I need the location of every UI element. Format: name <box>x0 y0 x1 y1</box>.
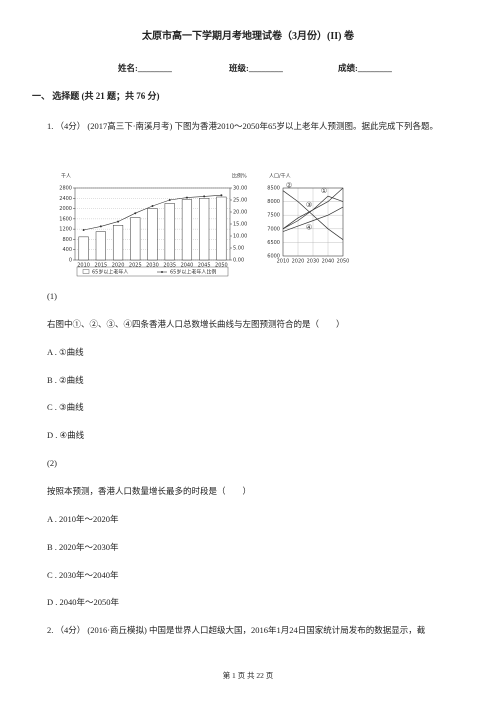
y-tick-label: 800 <box>62 237 72 243</box>
y-tick-label: 1200 <box>59 227 72 233</box>
question: 1. （4分） (2017高三下·南溪月考) 下图为香港2010～2050年65… <box>32 118 472 135</box>
q-score: （4分） <box>55 121 86 131</box>
bar <box>130 217 141 261</box>
y-tick-label: 0 <box>69 258 72 264</box>
point <box>99 225 102 228</box>
option: D . 2040年～2050年 <box>47 597 120 607</box>
sub-stem: 右图中①、②、③、④四条香港人口总数增长曲线与左图预测符合的是（ ） <box>47 319 345 329</box>
x-tick-label: 2050 <box>337 259 350 265</box>
curve <box>282 206 344 232</box>
y-tick-label: 8000 <box>267 199 280 205</box>
curve-label: ① <box>321 187 327 195</box>
point <box>117 220 120 223</box>
x-tick-label: 2030 <box>307 259 320 265</box>
x-tick-label: 2025 <box>129 263 142 269</box>
y2-tick-label: 15.00 <box>233 222 247 228</box>
option: B . 2020年～2030年 <box>47 542 119 552</box>
question: 2. （4分） (2016·商丘模拟) 中国是世界人口超级大国，2016年1月2… <box>47 624 425 636</box>
figure: 千人 比例% 0 400 800 1200 1600 2000 2400 2800 0.00 5.00… <box>59 173 350 277</box>
sub-stem: 按照本预测，香港人口数量增长最多的时段是（ ） <box>47 486 252 496</box>
curve-label: ② <box>286 182 292 190</box>
bar <box>95 231 106 261</box>
legend-label: 65岁以上老年人比例 <box>170 269 216 276</box>
point <box>82 229 85 231</box>
sub-label: (2) <box>47 458 57 468</box>
option: A . 2010年～2020年 <box>47 514 119 524</box>
y-tick-label: 2400 <box>59 196 72 202</box>
bar <box>147 208 158 261</box>
x-tick-label: 2045 <box>198 263 211 269</box>
bar <box>164 203 175 261</box>
y-tick-label: 7500 <box>267 213 280 219</box>
q-source: (2016·商丘模拟) <box>87 625 147 635</box>
section-title: 一、 选择题 (共 21 题；共 76 分) <box>32 91 160 101</box>
point <box>134 212 137 215</box>
x-tick-label: 2035 <box>163 263 176 269</box>
y-tick-label: 2000 <box>59 206 72 212</box>
option: A . ①曲线 <box>47 347 84 357</box>
x-tick-label: 2040 <box>322 259 335 265</box>
y-label: 千人 <box>61 173 71 180</box>
x-tick-label: 2050 <box>215 263 228 269</box>
y2-tick-label: 20.00 <box>233 210 247 216</box>
q-number: 1. <box>47 121 54 131</box>
legend-swatch <box>82 269 90 274</box>
x-tick-label: 2010 <box>277 259 290 265</box>
y-tick-label: 6000 <box>267 254 280 260</box>
y-tick-label: 1600 <box>59 216 72 222</box>
field: 班级:________ <box>229 63 283 73</box>
y2-tick-label: 5.00 <box>233 246 244 252</box>
x-tick-label: 2015 <box>94 263 107 269</box>
option: C . ③曲线 <box>47 402 84 412</box>
curve <box>282 187 344 230</box>
x-tick-label: 2020 <box>292 259 305 265</box>
y-label: 人口/千人 <box>269 173 291 180</box>
legend-swatch <box>161 271 163 273</box>
field: 成绩:________ <box>338 63 392 73</box>
bar <box>112 225 124 261</box>
y-tick-label: 400 <box>62 247 72 253</box>
x-tick-label: 2030 <box>146 263 159 269</box>
point <box>203 195 206 198</box>
x-tick-label: 2010 <box>77 263 90 269</box>
y-tick-label: 8500 <box>267 186 280 192</box>
bar <box>181 199 193 261</box>
q-text: 下图为香港2010～2050年65岁以上老年人预测图。据此完成下列各题。 <box>174 121 439 131</box>
point <box>185 196 188 199</box>
q-text: 中国是世界人口超级大国，2016年1月24日国家统计局发布的数据显示，截 <box>149 625 426 635</box>
y2-tick-label: 0.00 <box>233 258 244 264</box>
legend-frame <box>76 266 229 277</box>
doc-title: 太原市高一下学期月考地理试卷（3月份）(II) 卷 <box>142 31 354 42</box>
sub-label: (1) <box>47 291 57 301</box>
plot-frame <box>282 187 344 257</box>
y2-label: 比例% <box>232 173 247 180</box>
option: B . ②曲线 <box>47 375 84 385</box>
bar <box>199 198 210 261</box>
y2-tick-label: 30.00 <box>233 186 247 192</box>
y-tick-label: 6500 <box>267 240 280 246</box>
legend-label: 65岁以上老年人 <box>92 269 128 276</box>
curve-label: ③ <box>306 201 312 209</box>
y-tick-label: 7000 <box>267 226 280 232</box>
curve-label: ④ <box>306 224 312 232</box>
point <box>168 199 171 201</box>
page-footer: 第 1 页 共 22 页 <box>222 671 274 680</box>
option: D . ④曲线 <box>47 430 85 440</box>
point <box>220 194 223 197</box>
point <box>151 205 154 207</box>
y-tick-label: 2800 <box>59 186 72 192</box>
y2-tick-label: 10.00 <box>233 234 247 240</box>
q-number: 2. <box>47 625 54 635</box>
q-score: （4分） <box>55 625 86 635</box>
bar <box>78 236 89 261</box>
x-tick-label: 2020 <box>112 263 125 269</box>
x-tick-label: 2040 <box>181 263 194 269</box>
y2-tick-label: 25.00 <box>233 198 247 204</box>
bar <box>216 196 227 261</box>
curve <box>282 190 344 240</box>
q-source: (2017高三下·南溪月考) <box>87 121 173 131</box>
field: 姓名:________ <box>118 63 172 73</box>
option: C . 2030年～2040年 <box>47 570 119 580</box>
